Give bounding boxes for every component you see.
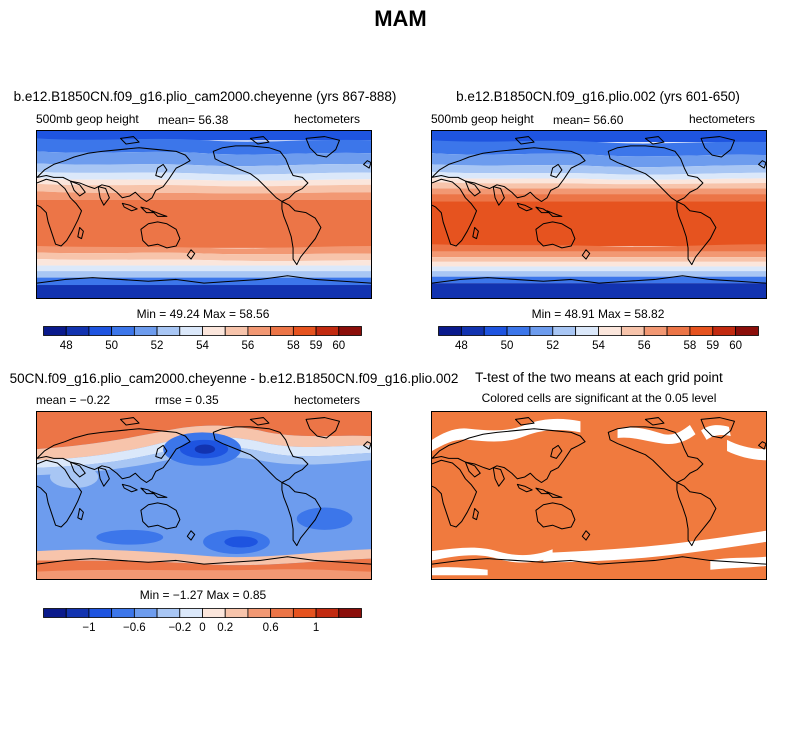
panel1-units: hectometers — [294, 112, 361, 126]
colorbar-box — [224, 326, 249, 336]
colorbar-box — [224, 608, 249, 618]
colorbar-box — [179, 608, 203, 618]
colorbar-box — [460, 326, 485, 336]
panel3-colorbar: −1 −0.6 −0.2 0 0.2 0.6 1 — [43, 608, 362, 634]
colorbar-box — [111, 608, 135, 618]
colorbar-tick-label: 56 — [242, 340, 255, 352]
panel2-field-label: 500mb geop height — [431, 112, 534, 126]
panel4-significance-fill — [432, 412, 766, 579]
panel4-subtitle: Colored cells are significant at the 0.0… — [481, 391, 717, 405]
colorbar-box — [202, 608, 226, 618]
colorbar-tick-label: 54 — [592, 340, 605, 352]
panel1-field-label: 500mb geop height — [36, 112, 139, 126]
colorbar-tick-label: 50 — [501, 340, 514, 352]
colorbar-box — [438, 326, 462, 336]
colorbar-box — [338, 326, 362, 336]
colorbar-box — [689, 326, 714, 336]
colorbar-box — [88, 608, 113, 618]
panel4-map — [431, 411, 767, 580]
colorbar-box — [179, 326, 203, 336]
panel4-title: T-test of the two means at each grid poi… — [475, 370, 723, 385]
panel2-mean: mean= 56.60 — [553, 113, 624, 127]
colorbar-box — [43, 608, 67, 618]
panel2-units: hectometers — [689, 112, 756, 126]
colorbar-tick-label: 54 — [196, 340, 209, 352]
panel1-map — [36, 130, 372, 299]
colorbar-box — [506, 326, 531, 336]
colorbar-box — [735, 326, 759, 336]
colorbar-tick-label: 50 — [105, 340, 118, 352]
colorbar-tick-label: 48 — [60, 340, 73, 352]
colorbar-box — [712, 326, 737, 336]
colorbar-box — [666, 326, 691, 336]
panel2-map — [431, 130, 767, 299]
panel2-title: b.e12.B1850CN.f09_g16.plio.002 (yrs 601-… — [456, 89, 740, 104]
colorbar-tick-label: −0.2 — [168, 622, 191, 634]
colorbar-box — [202, 326, 226, 336]
colorbar-box — [620, 326, 645, 336]
colorbar-tick-label: 59 — [310, 340, 323, 352]
colorbar-box — [315, 326, 340, 336]
colorbar-box — [643, 326, 668, 336]
colorbar-box — [247, 326, 272, 336]
panel1-colorbar: 48 50 52 54 56 58 59 60 — [43, 326, 362, 352]
colorbar-tick-label: 58 — [287, 340, 300, 352]
panel1-contour-fill — [37, 131, 371, 298]
colorbar-box — [156, 326, 181, 336]
colorbar-tick-label: 0 — [199, 622, 205, 634]
colorbar-box — [88, 326, 113, 336]
panel3-rmse: rmse = 0.35 — [155, 393, 219, 407]
colorbar-tick-label: 59 — [706, 340, 719, 352]
colorbar-tick-label: 60 — [729, 340, 742, 352]
colorbar-box — [270, 326, 294, 336]
colorbar-box — [111, 326, 135, 336]
panel3-mean: mean = −0.22 — [36, 393, 111, 407]
panel2-contour-fill — [432, 131, 766, 298]
panel2-colorbar: 48 50 52 54 56 58 59 60 — [438, 326, 759, 352]
colorbar-tick-label: −0.6 — [123, 622, 146, 634]
colorbar-tick-label: 48 — [455, 340, 468, 352]
colorbar-box — [156, 608, 181, 618]
colorbar-box — [292, 326, 317, 336]
panel2-min-max: Min = 48.91 Max = 58.82 — [531, 307, 665, 321]
colorbar-tick-label: −1 — [82, 622, 95, 634]
colorbar-box — [575, 326, 599, 336]
colorbar-box — [315, 608, 340, 618]
colorbar-box — [133, 608, 158, 618]
colorbar-tick-label: 56 — [638, 340, 651, 352]
colorbar-box — [65, 326, 90, 336]
panel3-map — [36, 411, 372, 580]
panel3-contour-fill — [37, 412, 371, 579]
colorbar-box — [133, 326, 158, 336]
colorbar-tick-label: 52 — [151, 340, 164, 352]
panel1-title: b.e12.B1850CN.f09_g16.plio_cam2000.cheye… — [13, 89, 397, 104]
colorbar-tick-label: 58 — [684, 340, 697, 352]
panel3-units: hectometers — [294, 393, 361, 407]
panel3-title: 50CN.f09_g16.plio_cam2000.cheyenne - b.e… — [9, 371, 459, 386]
panel1-min-max: Min = 49.24 Max = 58.56 — [136, 307, 270, 321]
colorbar-tick-label: 0.6 — [263, 622, 279, 634]
colorbar-tick-label: 52 — [546, 340, 559, 352]
colorbar-box — [552, 326, 577, 336]
colorbar-box — [529, 326, 554, 336]
figure-title: MAM — [374, 6, 427, 31]
colorbar-box — [43, 326, 67, 336]
colorbar-tick-label: 60 — [332, 340, 345, 352]
colorbar-box — [483, 326, 508, 336]
colorbar-tick-label: 1 — [313, 622, 319, 634]
panel1-mean: mean= 56.38 — [158, 113, 229, 127]
colorbar-tick-label: 0.2 — [217, 622, 233, 634]
colorbar-box — [247, 608, 272, 618]
panel3-min-max: Min = −1.27 Max = 0.85 — [139, 588, 267, 602]
colorbar-box — [270, 608, 294, 618]
colorbar-box — [292, 608, 317, 618]
colorbar-box — [598, 326, 622, 336]
colorbar-box — [65, 608, 90, 618]
colorbar-box — [338, 608, 362, 618]
